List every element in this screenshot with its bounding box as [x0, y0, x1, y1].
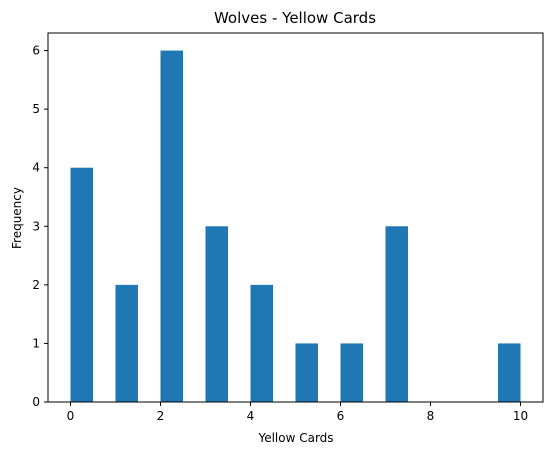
x-tick-label: 4 [247, 409, 255, 423]
x-ticks-group: 0 2 4 6 8 10 [67, 402, 528, 423]
x-tick-label: 8 [427, 409, 435, 423]
x-tick-label: 0 [67, 409, 75, 423]
x-tick-label: 2 [157, 409, 165, 423]
histogram-bar [385, 226, 408, 402]
histogram-bar [70, 167, 93, 402]
histogram-bar [295, 343, 318, 402]
x-tick-label: 6 [337, 409, 345, 423]
y-tick-label: 4 [32, 161, 40, 175]
histogram-bar [160, 50, 183, 402]
histogram-bar [115, 284, 138, 402]
x-axis-label: Yellow Cards [257, 431, 333, 445]
y-tick-label: 5 [32, 102, 40, 116]
y-tick-label: 3 [32, 219, 40, 233]
y-axis-label: Frequency [10, 187, 24, 249]
y-tick-label: 2 [32, 278, 40, 292]
plot-frame [47, 32, 544, 403]
x-tick-label: 10 [513, 409, 528, 423]
y-ticks-group: 0 1 2 3 4 5 6 [32, 44, 48, 409]
chart-title: Wolves - Yellow Cards [214, 9, 376, 27]
histogram-bar [340, 343, 363, 402]
histogram-bar [498, 343, 521, 402]
y-tick-label: 1 [32, 336, 40, 350]
bars-group [70, 50, 521, 402]
histogram-bar [205, 226, 228, 402]
y-tick-label: 6 [32, 44, 40, 58]
histogram-bar [250, 284, 273, 402]
y-tick-label: 0 [32, 395, 40, 409]
